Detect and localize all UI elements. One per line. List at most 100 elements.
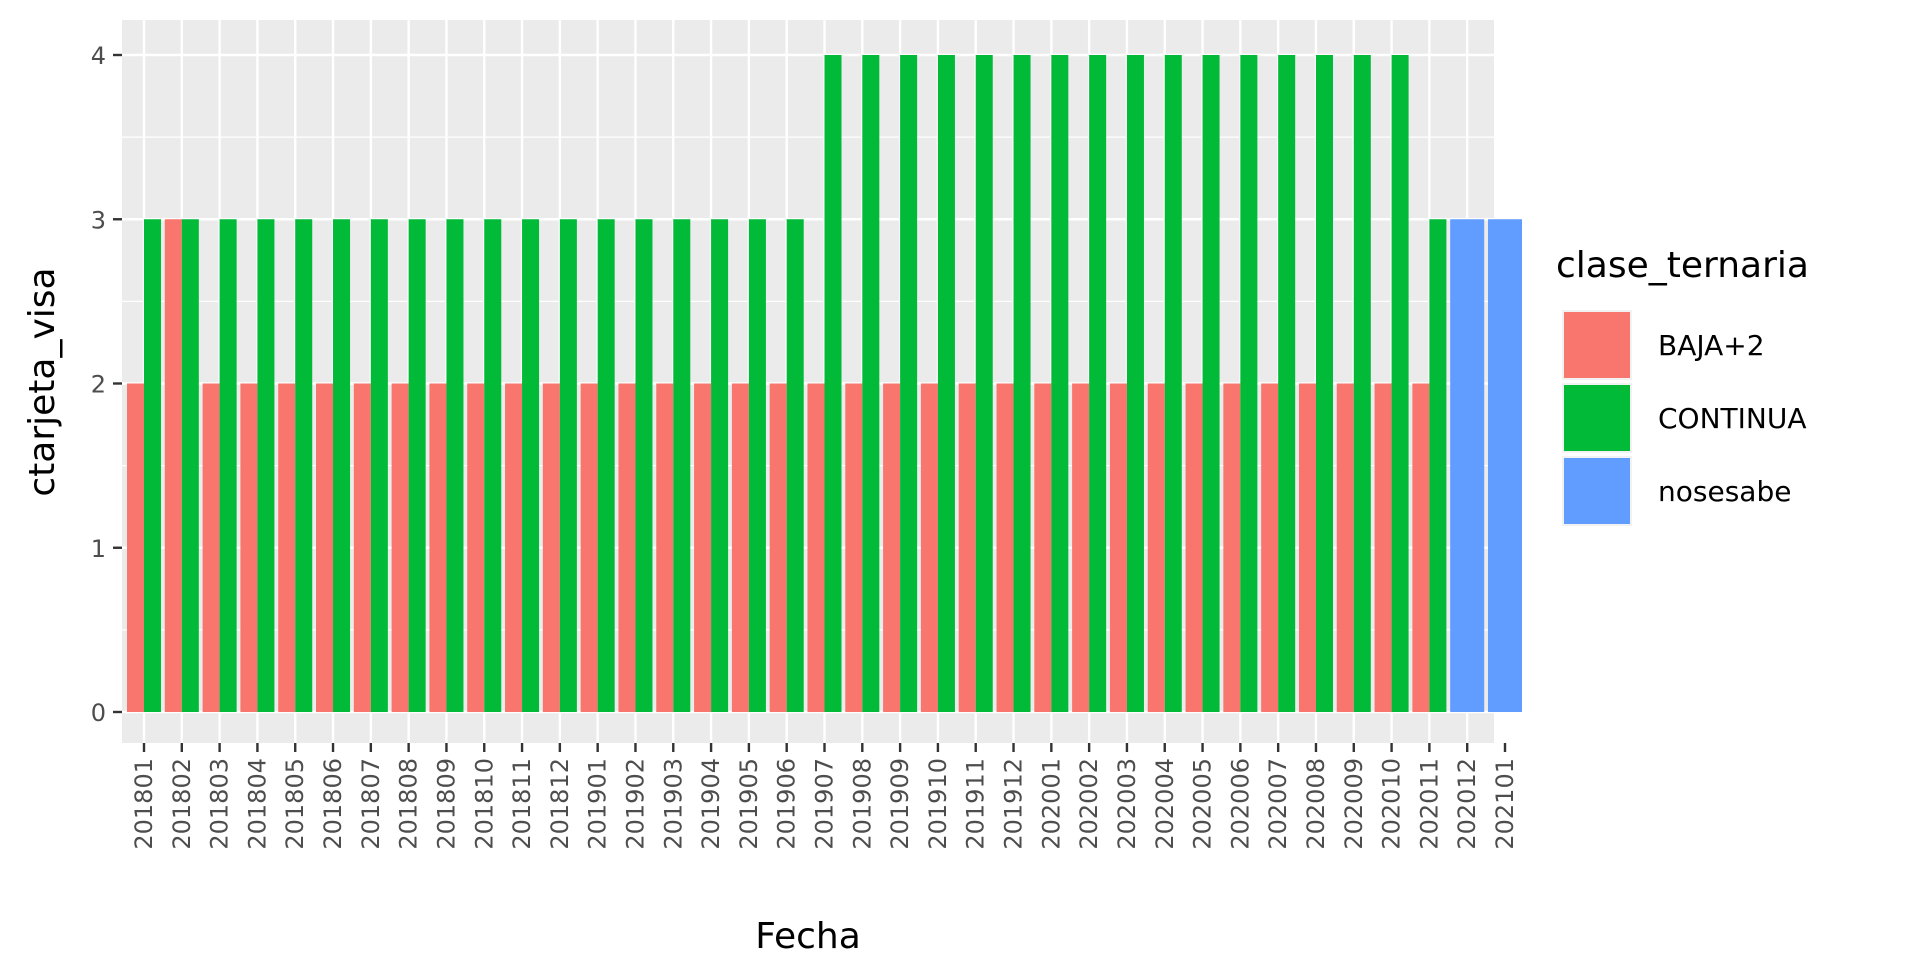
x-tick-label-201810: 201810: [470, 758, 498, 850]
x-tick-label-202001: 202001: [1037, 758, 1065, 850]
bar-continua-201804: [257, 219, 275, 712]
x-axis: 201801 201802 201803 201804 201805 201806 2018…: [130, 743, 1519, 850]
x-tick-label-202002: 202002: [1075, 758, 1103, 850]
bar-baja-2-201912: [996, 383, 1014, 712]
bar-baja-2-202009: [1336, 383, 1354, 712]
bar-continua-201904: [711, 219, 729, 712]
bar-continua-202009: [1353, 55, 1371, 712]
bar-continua-201906: [786, 219, 804, 712]
legend-label-baja-2: BAJA+2: [1658, 329, 1765, 362]
bar-continua-201903: [673, 219, 691, 712]
bar-baja-2-201807: [353, 383, 371, 712]
bar-baja-2-201904: [694, 383, 712, 712]
bar-continua-201806: [333, 219, 351, 712]
x-tick-label-201906: 201906: [773, 758, 801, 850]
bar-baja-2-201902: [618, 383, 636, 712]
x-tick-label-201905: 201905: [735, 758, 763, 850]
bar-baja-2-202007: [1261, 383, 1279, 712]
bar-baja-2-201908: [845, 383, 863, 712]
x-tick-label-201904: 201904: [697, 758, 725, 850]
bar-continua-202001: [1051, 55, 1069, 712]
legend-label-nosesabe: nosesabe: [1658, 475, 1791, 508]
y-tick-label: 4: [91, 42, 106, 70]
legend-swatch-nosesabe: [1564, 458, 1630, 524]
bars-layer: [126, 55, 1523, 712]
x-tick-label-201812: 201812: [546, 758, 574, 850]
bar-baja-2-201809: [429, 383, 447, 712]
bar-baja-2-202011: [1412, 383, 1430, 712]
bar-baja-2-201811: [505, 383, 523, 712]
x-tick-label-201901: 201901: [584, 758, 612, 850]
bar-continua-202005: [1202, 55, 1220, 712]
x-tick-label-201912: 201912: [1000, 758, 1028, 850]
x-tick-label-201804: 201804: [243, 758, 271, 850]
bar-baja-2-202010: [1374, 383, 1392, 712]
x-tick-label-202101: 202101: [1491, 758, 1519, 850]
x-tick-label-202003: 202003: [1113, 758, 1141, 850]
x-tick-label-201803: 201803: [206, 758, 234, 850]
bar-continua-202003: [1126, 55, 1144, 712]
x-tick-label-201907: 201907: [811, 758, 839, 850]
bar-continua-201907: [824, 55, 842, 712]
legend-swatch-continua: [1564, 385, 1630, 451]
y-tick-label: 3: [91, 206, 106, 234]
x-tick-label-201909: 201909: [886, 758, 914, 850]
bar-continua-201801: [144, 219, 162, 712]
bar-continua-202002: [1089, 55, 1107, 712]
bar-continua-202010: [1391, 55, 1409, 712]
x-tick-label-202011: 202011: [1415, 758, 1443, 850]
x-tick-label-202007: 202007: [1264, 758, 1292, 850]
x-axis-title: Fecha: [755, 916, 861, 957]
bar-baja-2-201805: [278, 383, 296, 712]
bar-baja-2-202001: [1034, 383, 1052, 712]
bar-baja-2-202005: [1185, 383, 1203, 712]
bar-nosesabe-202101: [1487, 219, 1523, 712]
x-tick-label-202009: 202009: [1340, 758, 1368, 850]
x-tick-label-202004: 202004: [1151, 758, 1179, 850]
bar-continua-201910: [937, 55, 955, 712]
x-tick-label-202006: 202006: [1226, 758, 1254, 850]
legend: clase_ternaria BAJA+2 CONTINUA nosesabe: [1556, 245, 1809, 526]
bar-baja-2-201905: [731, 383, 749, 712]
bar-continua-201908: [862, 55, 880, 712]
bar-continua-201808: [408, 219, 426, 712]
x-tick-label-201801: 201801: [130, 758, 158, 850]
bar-continua-201909: [900, 55, 918, 712]
bar-continua-201812: [559, 219, 577, 712]
bar-continua-201811: [522, 219, 540, 712]
bar-baja-2-201903: [656, 383, 674, 712]
bar-baja-2-202006: [1223, 383, 1241, 712]
y-axis-title: ctarjeta_visa: [22, 267, 63, 496]
y-tick-label: 1: [91, 535, 106, 563]
x-tick-label-201806: 201806: [319, 758, 347, 850]
x-tick-label-201809: 201809: [432, 758, 460, 850]
bar-baja-2-201801: [126, 383, 144, 712]
bar-continua-201912: [1013, 55, 1031, 712]
bar-baja-2-201909: [883, 383, 901, 712]
bar-continua-201810: [484, 219, 502, 712]
bar-baja-2-201901: [580, 383, 598, 712]
bar-continua-201905: [748, 219, 766, 712]
bar-baja-2-201808: [391, 383, 409, 712]
bar-baja-2-202004: [1147, 383, 1165, 712]
bar-baja-2-201802: [164, 219, 182, 712]
x-tick-label-202005: 202005: [1189, 758, 1217, 850]
bar-continua-202006: [1240, 55, 1258, 712]
x-tick-label-202012: 202012: [1453, 758, 1481, 850]
bar-baja-2-201812: [542, 383, 560, 712]
bar-baja-2-201910: [920, 383, 938, 712]
bar-baja-2-202002: [1072, 383, 1090, 712]
bar-continua-202007: [1278, 55, 1296, 712]
bar-continua-201807: [370, 219, 388, 712]
x-tick-label-201903: 201903: [659, 758, 687, 850]
bar-continua-201809: [446, 219, 464, 712]
bar-baja-2-202008: [1298, 383, 1316, 712]
y-tick-label: 0: [91, 699, 106, 727]
bar-continua-202004: [1164, 55, 1182, 712]
x-tick-label-202008: 202008: [1302, 758, 1330, 850]
bar-continua-202011: [1429, 219, 1447, 712]
bar-continua-201805: [295, 219, 313, 712]
x-tick-label-201910: 201910: [924, 758, 952, 850]
bar-baja-2-201911: [958, 383, 976, 712]
